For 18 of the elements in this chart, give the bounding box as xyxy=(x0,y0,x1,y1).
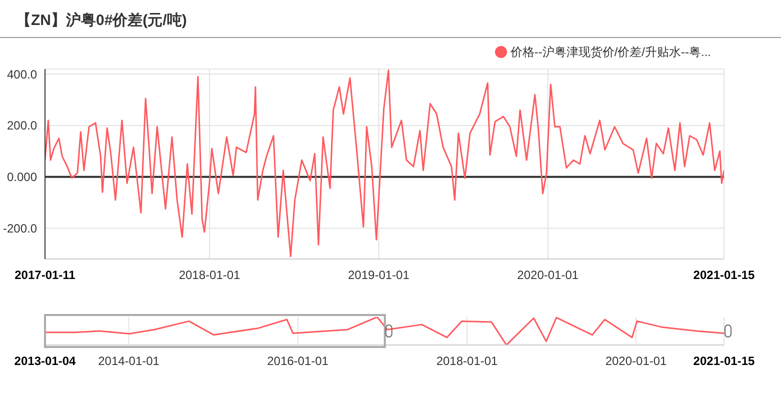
x-tick-label: 2013-01-04 xyxy=(14,354,76,368)
y-tick-label: 0.000 xyxy=(6,170,38,184)
x-tick-label: 2020-01-01 xyxy=(517,268,579,282)
legend-label: 价格--沪粤津现货价/价差/升贴水--粤... xyxy=(510,44,711,60)
x-tick-label: 2021-01-15 xyxy=(693,268,756,282)
x-tick-label: 2014-01-01 xyxy=(98,354,160,368)
x-tick-label: 2021-01-15 xyxy=(693,354,756,368)
chart-title: 【ZN】沪粤0#价差(元/吨) xyxy=(0,8,781,38)
y-tick-label: 200.0 xyxy=(6,118,38,133)
x-tick-label: 2017-01-11 xyxy=(14,268,76,282)
x-tick-label: 2018-01-01 xyxy=(436,354,498,368)
x-tick-label: 2016-01-01 xyxy=(267,354,329,368)
x-tick-label: 2018-01-01 xyxy=(178,268,241,282)
y-tick-label: 400.0 xyxy=(6,67,38,82)
line-series xyxy=(45,70,724,258)
y-tick-label: -200.0 xyxy=(2,221,38,236)
x-tick-label: 2019-01-01 xyxy=(348,268,410,282)
x-tick-label: 2020-01-01 xyxy=(605,354,668,368)
